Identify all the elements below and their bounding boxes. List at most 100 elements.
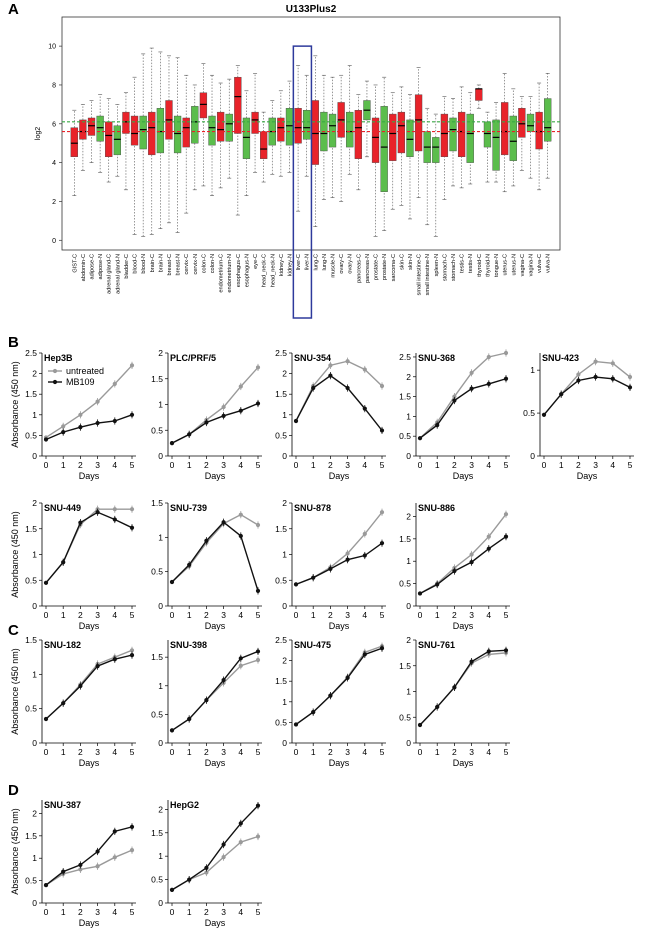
data-point-untreated <box>469 370 474 375</box>
data-point-mb109 <box>112 829 117 834</box>
x-tick-label: 3 <box>469 460 474 470</box>
box-vulva-n <box>544 98 552 142</box>
boxplot-category-label: adipose-C <box>90 254 96 280</box>
box-colon-c <box>199 92 208 119</box>
y-tick-label: 0.5 <box>151 567 163 577</box>
x-axis-label: Days <box>329 471 350 481</box>
boxplot-category-label: brain-C <box>150 254 156 272</box>
series-line-mb109 <box>419 536 507 595</box>
y-axis-label: Absorbance (450 nm) <box>10 648 20 735</box>
boxplot-category-label: adrenal gland-N <box>115 254 121 294</box>
boxplot-ytick-label: 4 <box>52 160 56 167</box>
data-point-mb109 <box>112 517 117 522</box>
data-point-mb109 <box>112 418 117 424</box>
y-tick-label: 2 <box>406 511 411 521</box>
y-tick-label: 2.5 <box>399 352 411 362</box>
growth-chart-snu-761: 0 0.5 1 1.5 2 0 1 2 3 4 5 Days SNU-761 <box>399 635 510 768</box>
panel-label-a: A <box>8 1 19 18</box>
boxplot-category-label: cervix-N <box>193 254 199 275</box>
series-line-untreated <box>171 513 259 583</box>
data-point-mb109 <box>78 520 83 525</box>
y-tick-label: 0 <box>32 451 37 461</box>
data-point-mb109 <box>559 392 564 397</box>
data-point-mb109 <box>345 675 350 681</box>
x-tick-label: 4 <box>238 747 243 757</box>
data-point-mb109 <box>169 441 175 446</box>
y-tick-label: 0.5 <box>151 709 163 719</box>
data-point-mb109 <box>379 428 385 433</box>
boxplot-category-label: colon-C <box>201 254 207 273</box>
data-point-mb109 <box>379 646 385 651</box>
box-thyroid-c <box>475 88 483 101</box>
x-tick-label: 3 <box>95 610 100 620</box>
y-tick-label: 2.5 <box>25 348 37 358</box>
x-tick-label: 0 <box>170 747 175 757</box>
x-tick-label: 0 <box>44 907 49 917</box>
series-line-mb109 <box>171 521 259 592</box>
panel-label-c: C <box>8 622 19 639</box>
y-tick-label: 2 <box>32 808 37 818</box>
data-point-mb109 <box>95 849 100 854</box>
growth-chart-snu-398: 0 0.5 1 1.5 0 1 2 3 4 5 Days SNU-398 <box>151 640 262 768</box>
x-tick-label: 0 <box>418 747 423 757</box>
data-point-mb109 <box>204 538 209 543</box>
data-point-mb109 <box>593 374 598 380</box>
data-point-mb109 <box>43 882 49 888</box>
data-point-mb109 <box>238 408 243 413</box>
data-point-untreated <box>362 531 367 537</box>
x-tick-label: 3 <box>221 460 226 470</box>
x-tick-label: 3 <box>95 460 100 470</box>
boxplot-category-label: liver-C <box>296 254 302 270</box>
data-point-mb109 <box>169 579 175 585</box>
data-point-mb109 <box>129 412 135 417</box>
y-axis-label: Absorbance (450 nm) <box>10 511 20 598</box>
boxplot-category-label: stomach-C <box>442 254 448 281</box>
x-tick-label: 5 <box>256 460 261 470</box>
boxplot-category-label: testis-C <box>460 254 466 273</box>
y-tick-label: 0.5 <box>25 575 37 585</box>
data-point-mb109 <box>112 657 117 662</box>
x-tick-label: 2 <box>328 610 333 620</box>
box-abdomin-c <box>79 119 87 140</box>
y-tick-label: 2 <box>282 369 287 379</box>
y-tick-label: 1 <box>158 681 163 691</box>
x-tick-label: 2 <box>204 460 209 470</box>
boxplot-category-label: ovary-C <box>339 254 345 274</box>
x-tick-label: 4 <box>238 907 243 917</box>
data-point-untreated <box>238 663 243 668</box>
series-line-untreated <box>45 649 133 720</box>
x-tick-label: 5 <box>504 747 509 757</box>
box-endometrium-c <box>216 111 225 142</box>
data-point-untreated <box>486 534 491 539</box>
data-point-mb109 <box>78 425 83 430</box>
data-point-mb109 <box>311 575 316 580</box>
y-tick-label: 0 <box>282 738 287 748</box>
x-tick-label: 4 <box>112 747 117 757</box>
chart-title: SNU-398 <box>170 640 207 650</box>
series-line-mb109 <box>45 511 133 584</box>
data-point-mb109 <box>417 591 423 596</box>
data-point-mb109 <box>417 722 423 728</box>
x-tick-label: 1 <box>61 610 66 620</box>
y-tick-label: 1.5 <box>275 676 287 686</box>
data-point-mb109 <box>486 381 491 386</box>
y-tick-label: 2.5 <box>275 348 287 358</box>
data-point-untreated <box>129 363 135 368</box>
box-thyroid-n <box>483 121 492 148</box>
chart-title: SNU-878 <box>294 503 331 513</box>
boxplot-ytick-label: 8 <box>52 82 56 89</box>
y-tick-label: 0.5 <box>399 712 411 722</box>
y-tick-label: 0.5 <box>151 875 163 885</box>
box-brain-c <box>148 111 156 156</box>
series-line-mb109 <box>419 378 507 439</box>
boxplot-category-label: endometrium-N <box>227 254 233 293</box>
data-point-mb109 <box>255 649 261 654</box>
boxplot-category-label: sarcoma-C <box>391 254 397 281</box>
x-tick-label: 3 <box>593 460 598 470</box>
data-point-untreated <box>362 367 367 372</box>
x-tick-label: 3 <box>469 747 474 757</box>
y-tick-label: 0 <box>158 601 163 611</box>
x-tick-label: 5 <box>380 460 385 470</box>
chart-title: SNU-449 <box>44 503 81 513</box>
data-point-mb109 <box>204 420 209 425</box>
